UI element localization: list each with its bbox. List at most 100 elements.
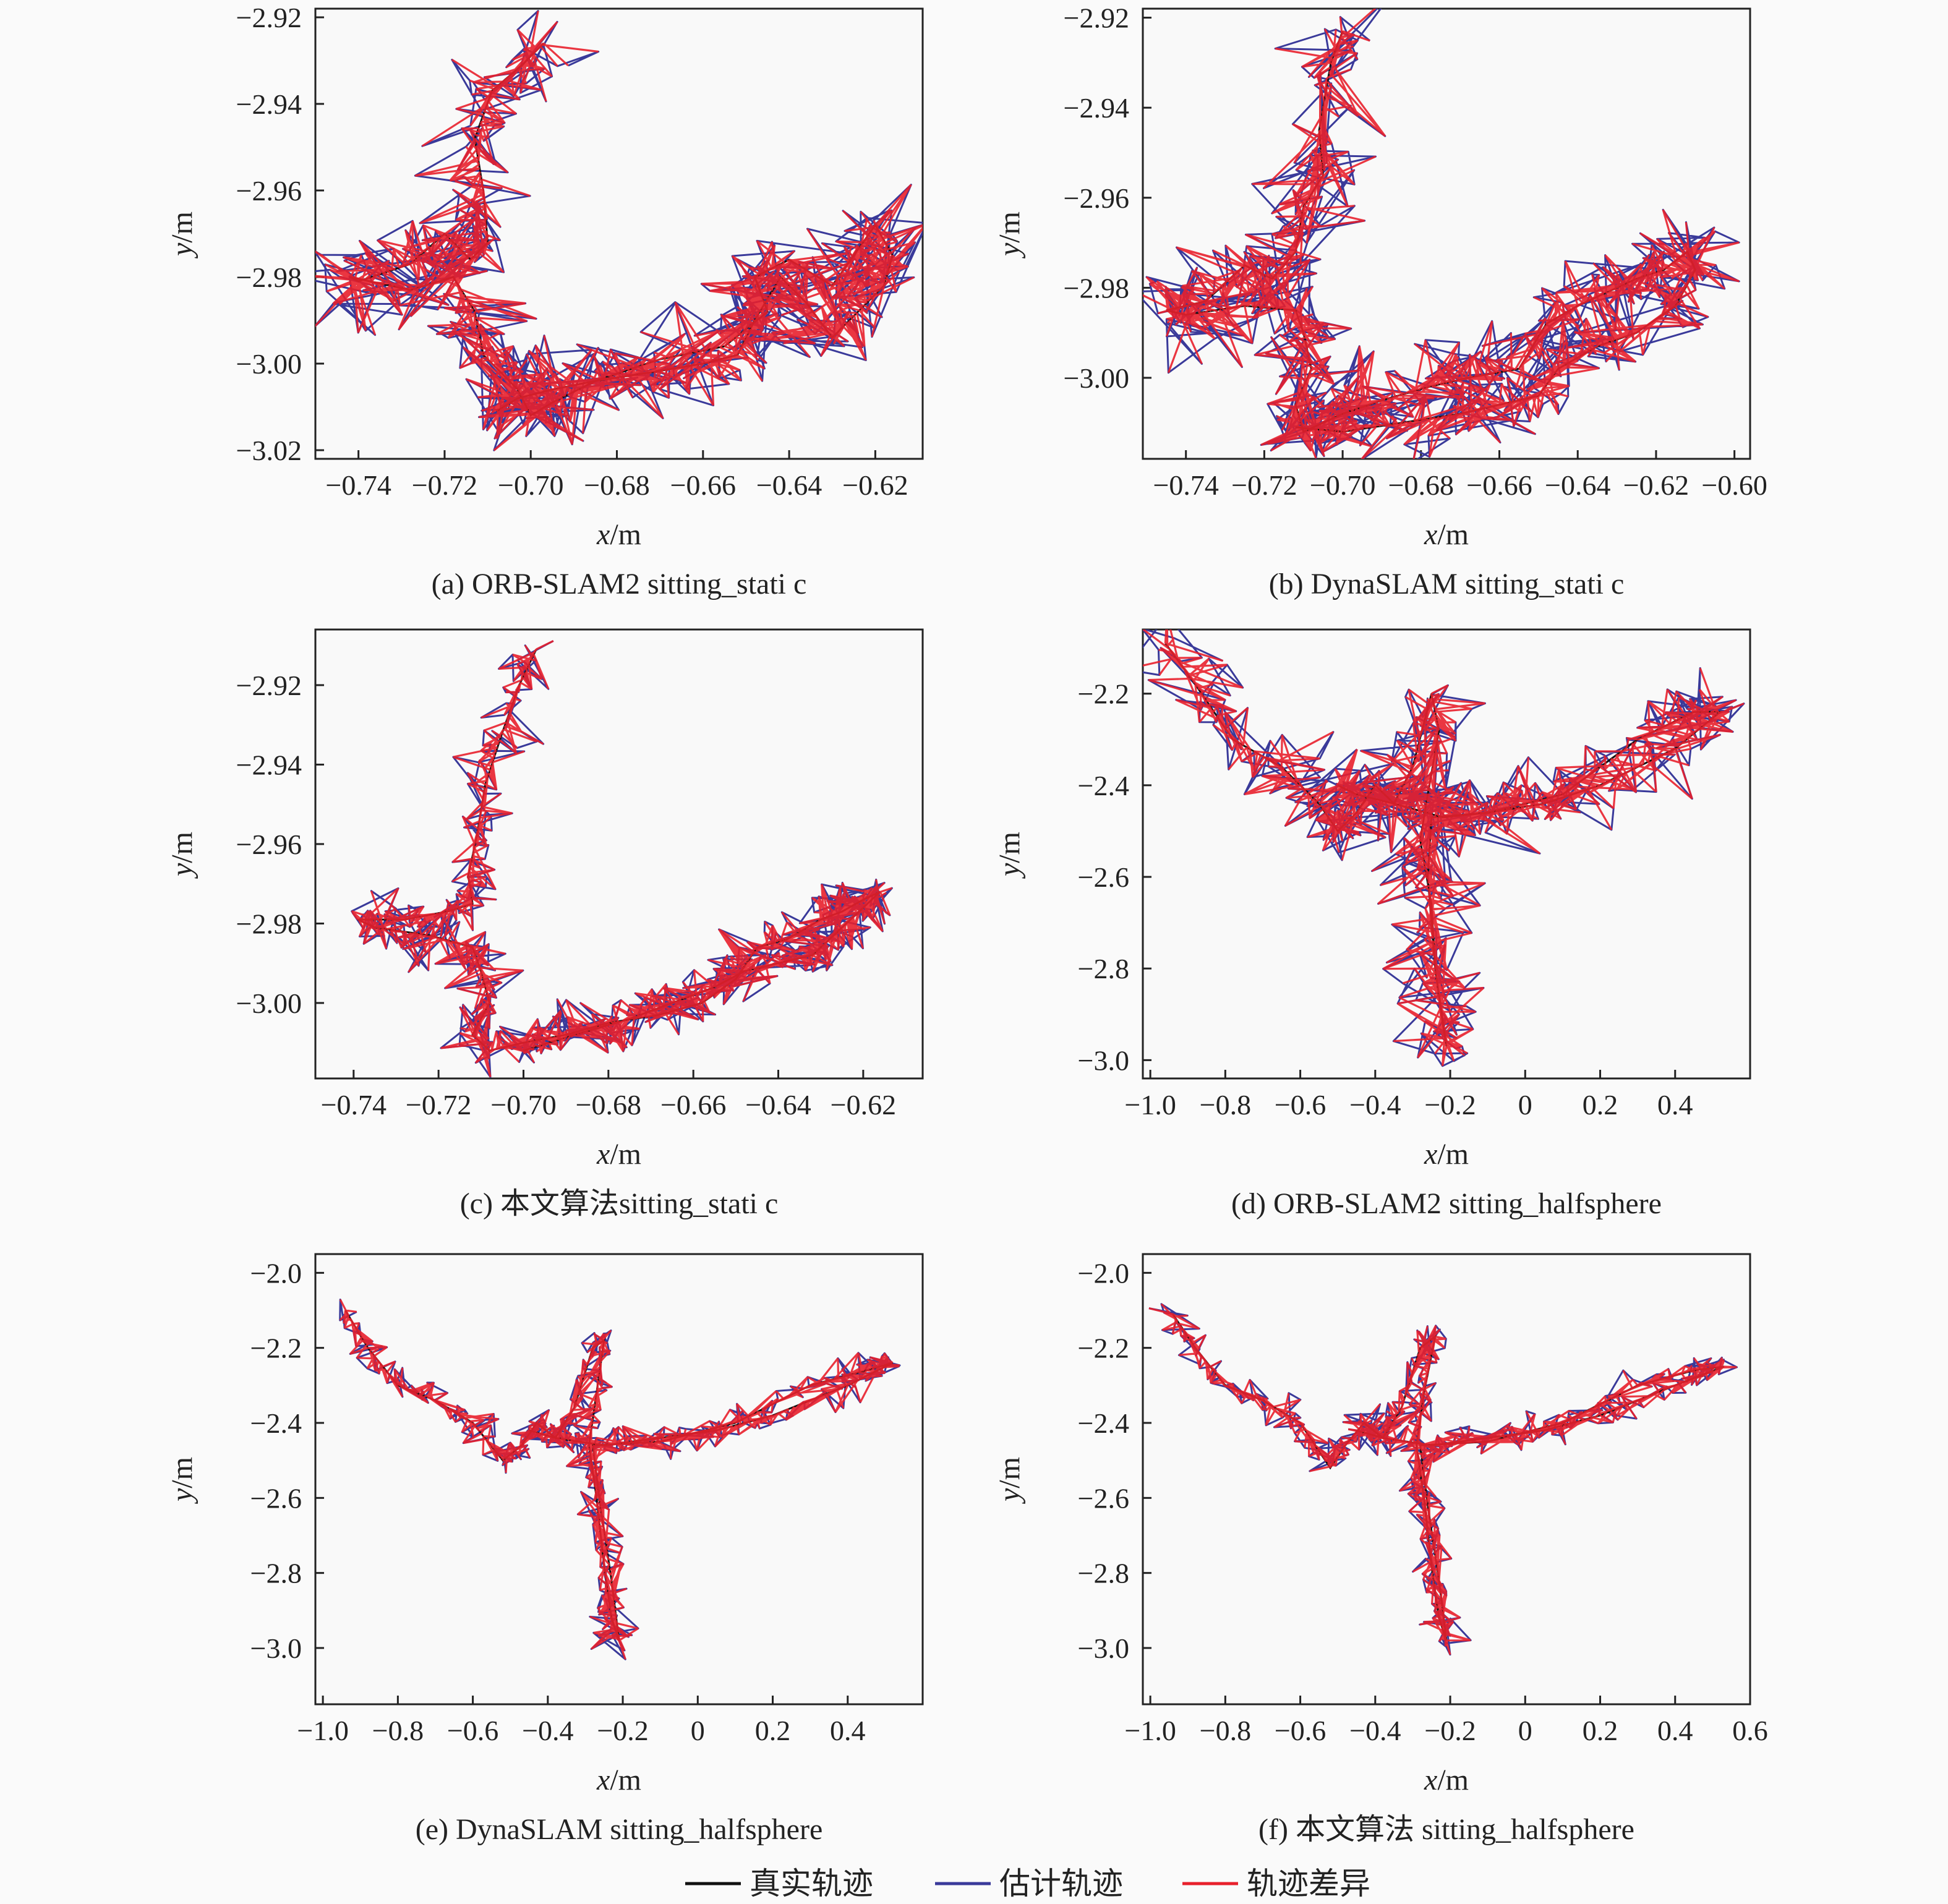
x-tick-label: 0.6: [1732, 1715, 1768, 1746]
x-axis-var: x: [1424, 518, 1437, 551]
subplot-a: −0.74 −0.72 −0.70 −0.68 −0.66 −0.64 −0.62 −2.92…: [166, 2, 924, 600]
x-tick-label: −1.0: [297, 1715, 348, 1746]
x-axis-unit: /m: [610, 1764, 641, 1796]
y-axis-unit: /m: [166, 832, 199, 863]
x-tick-label: −0.68: [576, 1089, 641, 1121]
y-tick-label: −3.00: [236, 348, 302, 380]
y-tick-label: −2.4: [1078, 1407, 1129, 1439]
x-tick-label: 0.2: [755, 1715, 791, 1746]
x-tick-label: −0.64: [756, 469, 822, 501]
x-tick-label: 0.4: [830, 1715, 866, 1746]
x-tick-label: −0.4: [1349, 1715, 1401, 1746]
y-axis-unit: /m: [166, 211, 199, 243]
x-tick-label: −0.6: [1275, 1089, 1326, 1121]
y-axis-label: y/m: [166, 832, 199, 879]
x-tick-label: 0.4: [1657, 1715, 1693, 1746]
x-axis-unit: /m: [610, 1138, 641, 1171]
x-tick-label: −0.8: [372, 1715, 424, 1746]
x-tick-label: −0.8: [1200, 1089, 1251, 1121]
x-tick-label: −0.70: [498, 469, 563, 501]
y-tick-label: −2.96: [236, 175, 302, 207]
y-axis-var: y: [993, 1488, 1026, 1505]
x-tick-label: −0.72: [406, 1089, 471, 1121]
x-tick-label: −0.64: [745, 1089, 811, 1121]
x-tick-label: −0.68: [584, 469, 649, 501]
x-axis-unit: /m: [1437, 518, 1469, 551]
legend-label: 轨迹差异: [1247, 1866, 1370, 1901]
legend: 真实轨迹 估计轨迹 轨迹差异: [685, 1866, 1370, 1901]
y-axis-unit: /m: [993, 832, 1026, 863]
trajectory-group: [351, 639, 893, 1078]
y-tick-label: −2.6: [1078, 861, 1129, 893]
y-tick-label: −3.0: [1078, 1633, 1129, 1664]
y-axis-var: y: [993, 863, 1026, 879]
y-tick-label: −3.00: [1064, 362, 1129, 394]
x-tick-label: −0.2: [597, 1715, 648, 1746]
x-tick-label: −0.6: [447, 1715, 498, 1746]
y-tick-label: −2.96: [236, 829, 302, 860]
y-axis-unit: /m: [993, 1457, 1026, 1488]
y-tick-label: −2.4: [250, 1407, 302, 1439]
x-axis-label: x/m: [1424, 1764, 1469, 1796]
y-axis-unit: /m: [166, 1457, 199, 1488]
subplot-caption: (a) ORB-SLAM2 sitting_stati c: [432, 568, 807, 600]
y-tick-label: −2.96: [1064, 182, 1129, 214]
x-tick-label: −0.74: [321, 1089, 387, 1121]
trajectory-difference: [1143, 630, 1745, 1067]
y-tick-label: −2.2: [1078, 678, 1129, 710]
trajectory-group: [1143, 630, 1745, 1067]
y-axis-label: y/m: [993, 211, 1026, 259]
x-axis-var: x: [596, 1138, 610, 1171]
x-tick-label: −1.0: [1124, 1715, 1176, 1746]
trajectory-difference: [351, 639, 892, 1078]
subplot-caption: (f) 本文算法 sitting_halfsphere: [1258, 1813, 1634, 1846]
y-axis-var: y: [166, 1488, 199, 1505]
x-tick-label: −0.70: [490, 1089, 556, 1121]
x-axis-label: x/m: [596, 518, 641, 551]
y-tick-label: −2.0: [1078, 1257, 1129, 1289]
y-tick-label: −2.4: [1078, 770, 1129, 801]
x-tick-label: −0.2: [1424, 1715, 1476, 1746]
y-tick-label: −2.92: [1064, 2, 1129, 34]
x-axis-var: x: [1424, 1764, 1437, 1796]
x-axis-var: x: [596, 518, 610, 551]
legend-label: 真实轨迹: [750, 1866, 873, 1901]
x-tick-label: 0.2: [1583, 1089, 1618, 1121]
y-tick-label: −2.6: [250, 1482, 302, 1514]
x-tick-label: −0.66: [660, 1089, 726, 1121]
x-tick-label: 0: [691, 1715, 705, 1746]
trajectory-group: [1143, 9, 1740, 459]
x-tick-label: −0.70: [1310, 469, 1375, 501]
subplot-e: −1.0 −0.8 −0.6 −0.4 −0.2 0 0.2 0.4 −2.0 −2.2 −2.4 −…: [166, 1253, 924, 1846]
legend-label: 估计轨迹: [999, 1866, 1123, 1901]
y-tick-label: −2.2: [250, 1333, 302, 1364]
x-axis-var: x: [1424, 1138, 1437, 1171]
y-tick-label: −2.8: [250, 1558, 302, 1589]
subplot-caption: (d) ORB-SLAM2 sitting_halfsphere: [1231, 1187, 1662, 1220]
x-tick-label: −0.8: [1200, 1715, 1251, 1746]
x-tick-label: −0.66: [1466, 469, 1532, 501]
y-tick-label: −2.6: [1078, 1482, 1129, 1514]
y-tick-label: −2.8: [1078, 1558, 1129, 1589]
trajectory-difference: [1143, 9, 1740, 459]
x-tick-label: −0.60: [1701, 469, 1767, 501]
x-tick-label: 0: [1518, 1715, 1532, 1746]
y-tick-label: −2.92: [236, 670, 302, 701]
x-tick-label: −1.0: [1124, 1089, 1176, 1121]
trajectory-group: [315, 10, 923, 451]
y-axis-var: y: [993, 242, 1026, 259]
y-axis-label: y/m: [993, 1457, 1026, 1505]
y-tick-label: −2.98: [236, 262, 302, 293]
x-axis-label: x/m: [596, 1764, 641, 1796]
x-axis-label: x/m: [1424, 1138, 1469, 1171]
y-tick-label: −2.94: [236, 88, 302, 120]
trajectory-difference: [315, 11, 923, 451]
y-axis-var: y: [166, 242, 199, 259]
x-tick-label: −0.6: [1275, 1715, 1326, 1746]
trajectory-group: [339, 1299, 901, 1660]
x-tick-label: −0.4: [1349, 1089, 1401, 1121]
subplot-caption: (b) DynaSLAM sitting_stati c: [1269, 568, 1625, 600]
subplot-c: −0.74 −0.72 −0.70 −0.68 −0.66 −0.64 −0.62 −2.92…: [166, 628, 924, 1220]
x-axis-unit: /m: [1437, 1764, 1469, 1796]
y-tick-label: −3.02: [236, 435, 302, 466]
